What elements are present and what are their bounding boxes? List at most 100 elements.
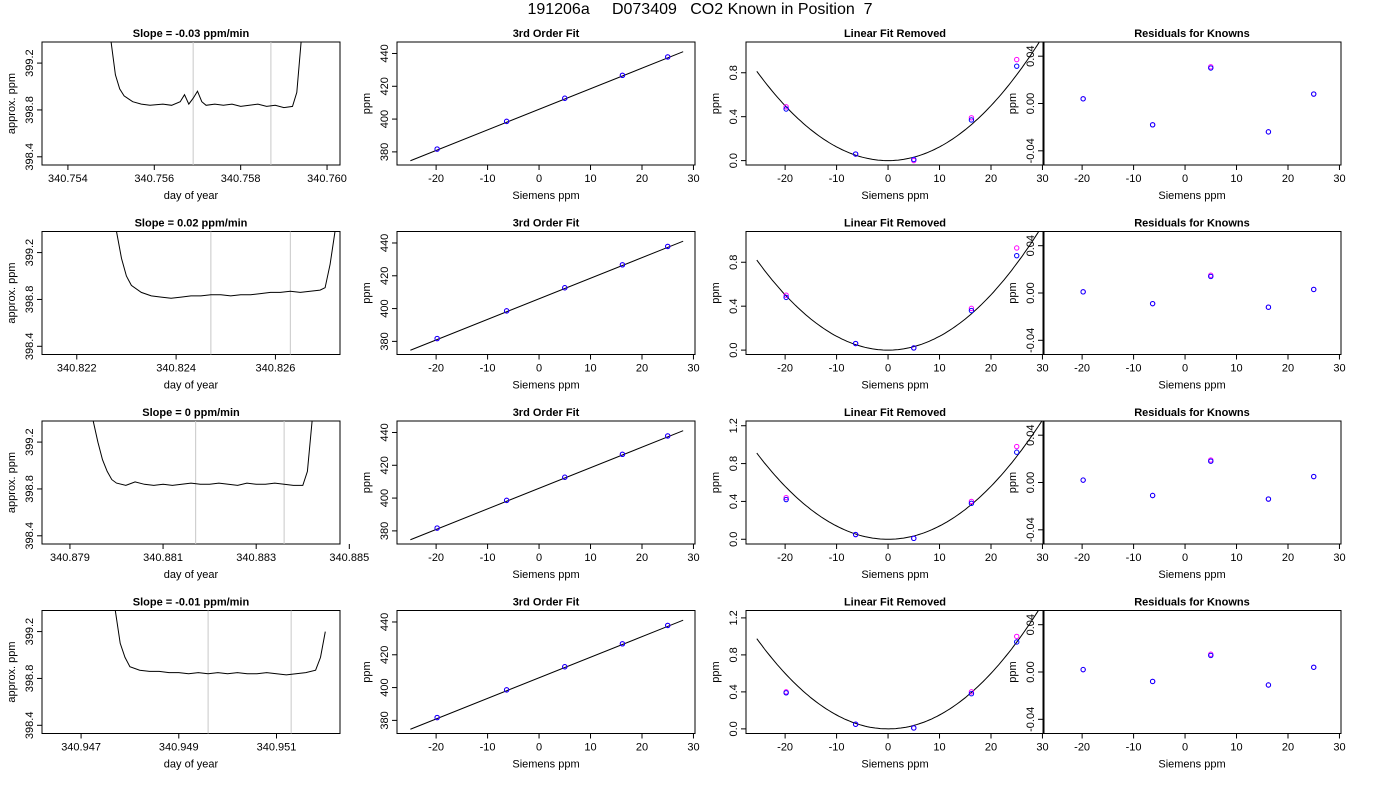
y-tick-label: 0.0: [728, 342, 740, 357]
x-tick-label: 340.824: [156, 363, 196, 375]
x-tick-label: 30: [687, 173, 699, 185]
y-tick-label: 0.00: [1025, 93, 1037, 114]
x-tick-label: 10: [1230, 552, 1242, 564]
x-axis-label: day of year: [164, 759, 219, 771]
x-tick-label: -10: [829, 363, 845, 375]
y-tick-label: -0.04: [1025, 517, 1037, 542]
y-tick-label: 0.00: [1025, 282, 1037, 303]
data-point-blue: [1311, 286, 1317, 293]
data-point-blue: [1149, 492, 1156, 499]
data-point-magenta: [783, 104, 789, 110]
data-point-blue: [619, 451, 626, 457]
x-tick-label: 0: [885, 363, 891, 375]
x-tick-label: 30: [1333, 742, 1345, 754]
x-tick-label: -10: [480, 363, 496, 375]
y-tick-label: 380: [379, 711, 391, 729]
panel-title: Linear Fit Removed: [844, 28, 946, 40]
x-axis-label: Siemens ppm: [861, 380, 928, 392]
x-tick-label: -10: [829, 742, 845, 754]
x-tick-label: 20: [985, 173, 997, 185]
x-tick-label: 0: [536, 363, 542, 375]
panel-title: 3rd Order Fit: [513, 218, 580, 230]
x-axis-label: Siemens ppm: [861, 569, 928, 581]
plot-frame: [41, 41, 341, 166]
fit-line: [410, 430, 684, 541]
y-tick-label: 400: [379, 678, 391, 696]
x-tick-label: 20: [1282, 552, 1294, 564]
x-tick-label: 340.760: [307, 173, 347, 185]
data-point-blue: [434, 714, 440, 721]
plot-frame: [745, 231, 1045, 355]
fit-line: [410, 51, 684, 162]
y-tick-label: 1.2: [728, 418, 740, 433]
y-tick-label: 0.00: [1025, 661, 1037, 682]
data-point-blue: [1311, 91, 1317, 97]
data-point-blue: [1149, 678, 1156, 685]
x-tick-label: -20: [428, 552, 444, 564]
data-point-blue: [1265, 682, 1272, 688]
panel-title: Slope = 0 ppm/min: [142, 407, 240, 419]
panel-r2c2: 3rd Order Fit Siemens ppm ppm -20 -10 0 10 20 30…: [361, 218, 700, 392]
series-line: [114, 610, 326, 676]
panel-r1c4: Residuals for Knowns Siemens ppm ppm -20 -10…: [1007, 28, 1346, 202]
plot-frame: [396, 41, 696, 166]
data-point-blue: [1014, 449, 1020, 455]
data-point-blue: [1080, 96, 1086, 102]
fit-curve: [756, 42, 1040, 162]
x-tick-label: 0: [536, 742, 542, 754]
panel-r1c2: 3rd Order Fit Siemens ppm ppm -20 -10 0 10 20 30…: [361, 28, 700, 202]
y-tick-label: 0.0: [728, 721, 740, 736]
y-tick-label: 398.8: [24, 96, 36, 124]
x-tick-label: 0: [536, 173, 542, 185]
x-tick-label: 20: [636, 552, 648, 564]
data-point-blue: [1311, 473, 1317, 480]
panel-r1c1: Slope = -0.03 ppm/min day of year approx. …: [6, 28, 347, 202]
data-point-magenta: [783, 292, 789, 298]
x-tick-label: 340.883: [236, 552, 276, 564]
x-tick-label: 340.947: [61, 742, 101, 754]
x-axis-label: Siemens ppm: [1158, 759, 1225, 771]
y-tick-label: 440: [379, 44, 391, 62]
data-point-blue: [1149, 300, 1156, 307]
data-point-blue: [619, 262, 626, 268]
panel-title: Slope = -0.01 ppm/min: [133, 597, 250, 609]
y-tick-label: 440: [379, 423, 391, 441]
x-tick-label: 20: [985, 363, 997, 375]
series-line: [92, 421, 313, 486]
x-tick-label: 0: [536, 552, 542, 564]
x-tick-label: -20: [1074, 742, 1090, 754]
panel-title: Residuals for Knowns: [1134, 218, 1250, 230]
y-tick-label: 0.8: [728, 647, 740, 662]
data-point-blue: [783, 106, 789, 112]
panel-title: Slope = 0.02 ppm/min: [135, 218, 248, 230]
panel-r3c1: Slope = 0 ppm/min day of year approx. ppm 3…: [6, 407, 369, 581]
x-tick-label: 0: [1182, 363, 1188, 375]
data-point-blue: [911, 345, 917, 351]
fit-line: [410, 240, 684, 351]
plot-frame: [745, 610, 1045, 734]
y-tick-label: 400: [379, 299, 391, 317]
x-tick-label: 20: [985, 552, 997, 564]
data-point-magenta: [968, 498, 975, 505]
x-axis-label: Siemens ppm: [512, 190, 579, 202]
y-axis-label: approx. ppm: [6, 641, 18, 702]
data-point-blue: [665, 54, 671, 60]
data-point-blue: [968, 500, 975, 507]
y-axis-label: approx. ppm: [6, 73, 18, 134]
y-tick-label: 440: [379, 234, 391, 252]
plot-data: [410, 51, 684, 162]
data-point-blue: [434, 525, 440, 531]
data-point-blue: [1265, 129, 1272, 135]
y-tick-label: -0.04: [1025, 707, 1037, 732]
y-tick-label: 380: [379, 143, 391, 161]
x-tick-label: 0: [885, 552, 891, 564]
y-tick-label: 0.4: [728, 109, 740, 124]
x-tick-label: -20: [777, 742, 793, 754]
y-tick-label: 0.8: [728, 456, 740, 471]
y-tick-label: 398.4: [24, 712, 36, 740]
y-tick-label: 398.8: [24, 475, 36, 503]
x-tick-label: 20: [1282, 742, 1294, 754]
plot-data: [114, 610, 326, 734]
x-axis-label: Siemens ppm: [1158, 190, 1225, 202]
